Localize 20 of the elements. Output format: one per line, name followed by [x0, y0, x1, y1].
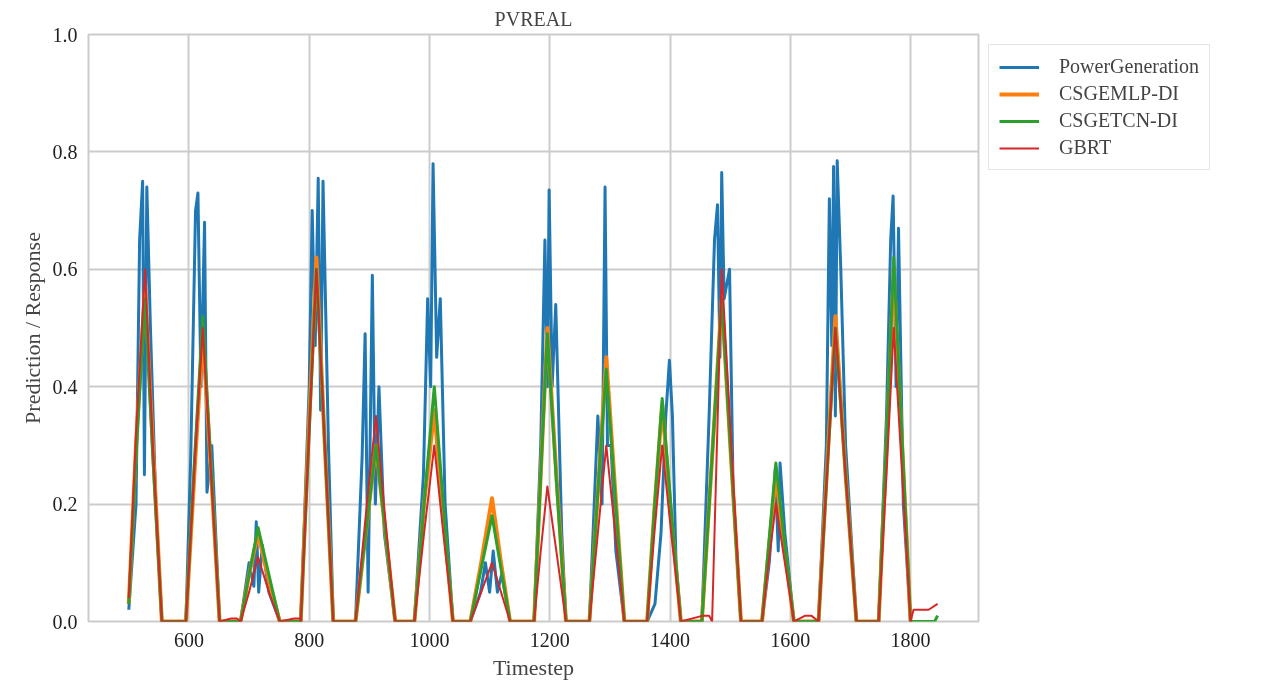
legend-label: CSGEMLP-DI	[1059, 82, 1180, 105]
x-tick-label: 1800	[890, 628, 931, 651]
y-tick-label: 0.0	[52, 610, 78, 633]
y-tick-label: 0.6	[52, 258, 78, 281]
legend-label: PowerGeneration	[1059, 55, 1199, 78]
x-tick-label: 600	[173, 628, 204, 651]
chart-title: PVREAL	[494, 7, 573, 30]
y-axis-title: Prediction / Response	[19, 232, 45, 424]
x-tick-label: 1200	[529, 628, 570, 651]
x-tick-label: 1400	[650, 628, 691, 651]
legend-label: GBRT	[1059, 136, 1112, 159]
legend-label: CSGETCN-DI	[1059, 109, 1178, 132]
y-tick-label: 0.8	[52, 140, 78, 163]
y-tick-label: 1.0	[52, 23, 78, 46]
x-tick-label: 1600	[770, 628, 811, 651]
x-tick-label: 800	[294, 628, 325, 651]
y-tick-label: 0.4	[52, 375, 78, 398]
y-tick-label: 0.2	[52, 493, 78, 516]
x-axis-title: Timestep	[492, 654, 575, 680]
x-tick-label: 1000	[409, 628, 450, 651]
